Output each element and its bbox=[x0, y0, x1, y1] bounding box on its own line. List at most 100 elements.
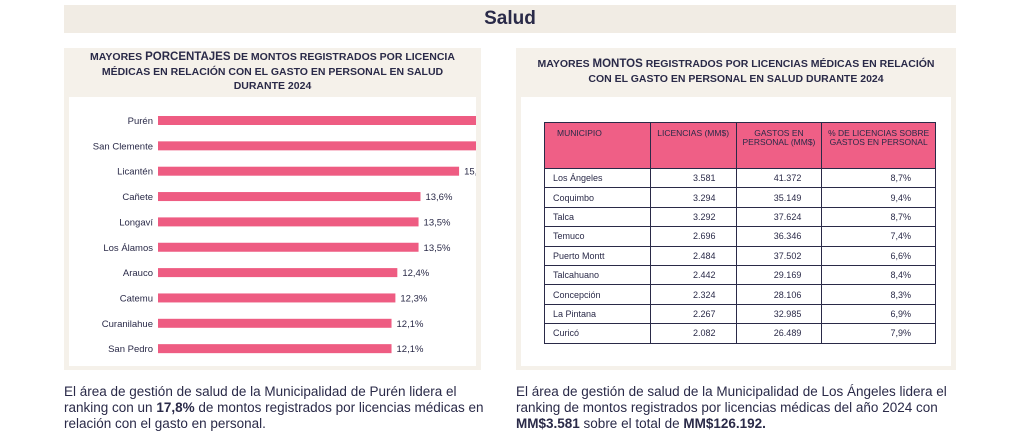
bar-value-label: 15,6% bbox=[464, 167, 476, 178]
cell-municipio: Coquimbo bbox=[544, 187, 651, 208]
section-title: Salud bbox=[484, 8, 536, 29]
left-caption-part1: El área de gestión de salud de la Munici… bbox=[64, 384, 457, 415]
bar-value-label: 12,1% bbox=[397, 319, 424, 330]
bar-chart: Purén17,8%San Clemente17,6%Licantén15,6%… bbox=[93, 116, 476, 355]
cell-municipio: Temuco bbox=[544, 226, 651, 247]
cell-porcentaje: 6,6% bbox=[821, 245, 936, 266]
right-caption-part2: sobre el total de bbox=[579, 415, 684, 431]
right-caption-bold1: MM$3.581 bbox=[516, 415, 580, 431]
bar bbox=[158, 166, 460, 176]
cell-gastos: 29.169 bbox=[735, 264, 823, 286]
cell-porcentaje: 8,4% bbox=[821, 264, 936, 286]
bar bbox=[158, 242, 419, 252]
bar-category-label: Longaví bbox=[119, 217, 153, 228]
table-row: Puerto Montt 2.484 37.502 6,6% bbox=[544, 245, 936, 266]
right-panel: MAYORES MONTOS REGISTRADOS POR LICENCIAS… bbox=[516, 48, 956, 370]
table-row: Temuco 2.696 36.346 7,4% bbox=[544, 226, 936, 247]
bar-category-label: Catemu bbox=[120, 293, 153, 304]
cell-gastos: 37.502 bbox=[735, 245, 823, 266]
cell-licencias: 2.267 bbox=[649, 303, 737, 325]
cell-porcentaje: 8,7% bbox=[821, 206, 936, 228]
cell-gastos: 41.372 bbox=[735, 167, 823, 189]
table-row: La Pintana 2.267 32.985 6,9% bbox=[544, 303, 936, 325]
cell-porcentaje: 7,4% bbox=[821, 226, 936, 247]
header-licencias: LICENCIAS (MM$) bbox=[649, 122, 737, 169]
bar bbox=[158, 141, 476, 151]
cell-municipio: Talca bbox=[544, 206, 651, 228]
table-row: Concepción 2.324 28.106 8,3% bbox=[544, 284, 936, 305]
cell-licencias: 2.324 bbox=[649, 284, 737, 305]
cell-gastos: 36.346 bbox=[735, 226, 823, 247]
table-row: Coquimbo 3.294 35.149 9,4% bbox=[544, 187, 936, 208]
cell-licencias: 2.442 bbox=[649, 264, 737, 286]
cell-licencias: 3.294 bbox=[649, 187, 737, 208]
cell-licencias: 2.696 bbox=[649, 226, 737, 247]
right-panel-title: MAYORES MONTOS REGISTRADOS POR LICENCIAS… bbox=[516, 48, 956, 95]
cell-licencias: 2.082 bbox=[649, 323, 737, 344]
bar-value-label: 13,5% bbox=[424, 217, 451, 228]
bar bbox=[158, 268, 398, 278]
bar bbox=[158, 116, 476, 125]
header-porcentaje: % DE LICENCIAS SOBRE GASTOS EN PERSONAL bbox=[821, 122, 936, 169]
bar bbox=[158, 318, 392, 328]
bar-category-label: Los Álamos bbox=[103, 243, 153, 254]
table-header-row: MUNICIPIO LICENCIAS (MM$) GASTOS EN PERS… bbox=[544, 122, 936, 169]
right-title-post: REGISTRADOS POR LICENCIAS MÉDICAS EN REL… bbox=[588, 57, 935, 86]
bar-value-label: 12,4% bbox=[402, 268, 429, 279]
table-body: Los Ángeles 3.581 41.372 8,7% Coquimbo 3.294 3… bbox=[544, 167, 936, 344]
left-title-strong: PORCENTAJES bbox=[145, 50, 231, 63]
right-title-strong: MONTOS bbox=[592, 57, 643, 70]
header-municipio: MUNICIPIO bbox=[544, 122, 651, 169]
bar-category-label: Arauco bbox=[123, 268, 153, 279]
bar bbox=[158, 192, 421, 202]
table-row: Los Ángeles 3.581 41.372 8,7% bbox=[544, 167, 936, 189]
bar bbox=[158, 293, 396, 303]
left-panel: MAYORES PORCENTAJES DE MONTOS REGISTRADO… bbox=[64, 48, 481, 370]
ranking-table: MUNICIPIO LICENCIAS (MM$) GASTOS EN PERS… bbox=[544, 122, 936, 344]
cell-porcentaje: 8,7% bbox=[821, 167, 936, 189]
table-row: Curicó 2.082 26.489 7,9% bbox=[544, 323, 936, 344]
cell-gastos: 26.489 bbox=[735, 323, 823, 344]
header-gastos: GASTOS EN PERSONAL (MM$) bbox=[735, 122, 823, 169]
cell-licencias: 2.484 bbox=[649, 245, 737, 266]
cell-licencias: 3.581 bbox=[649, 167, 737, 189]
cell-gastos: 32.985 bbox=[735, 303, 823, 325]
left-caption: El área de gestión de salud de la Munici… bbox=[64, 384, 494, 431]
cell-gastos: 37.624 bbox=[735, 206, 823, 228]
left-chart-area: Purén17,8%San Clemente17,6%Licantén15,6%… bbox=[69, 97, 476, 366]
table-row: Talca 3.292 37.624 8,7% bbox=[544, 206, 936, 228]
cell-municipio: La Pintana bbox=[544, 303, 651, 325]
cell-municipio: Talcahuano bbox=[544, 264, 651, 286]
cell-municipio: Puerto Montt bbox=[544, 245, 651, 266]
bar-category-label: Cañete bbox=[122, 192, 153, 203]
left-caption-part2: de montos registrados por licencias médi… bbox=[64, 399, 484, 431]
left-panel-title: MAYORES PORCENTAJES DE MONTOS REGISTRADO… bbox=[64, 48, 481, 95]
bar-category-label: Curanilahue bbox=[102, 319, 153, 330]
cell-municipio: Los Ángeles bbox=[544, 167, 651, 189]
right-caption-part1: El área de gestión de salud de la Munici… bbox=[516, 384, 947, 415]
bar-value-label: 13,5% bbox=[424, 243, 451, 254]
table-row: Talcahuano 2.442 29.169 8,4% bbox=[544, 264, 936, 286]
right-caption-bold2: MM$126.192. bbox=[683, 415, 766, 431]
bar bbox=[158, 217, 419, 227]
cell-gastos: 28.106 bbox=[735, 284, 823, 305]
right-title-pre: MAYORES bbox=[537, 57, 593, 70]
bar-category-label: San Pedro bbox=[108, 344, 153, 355]
cell-municipio: Concepción bbox=[544, 284, 651, 305]
right-caption: El área de gestión de salud de la Munici… bbox=[516, 384, 966, 431]
bar bbox=[158, 344, 392, 354]
cell-porcentaje: 7,9% bbox=[821, 323, 936, 344]
cell-porcentaje: 8,3% bbox=[821, 284, 936, 305]
cell-municipio: Curicó bbox=[544, 323, 651, 344]
left-title-post: DE MONTOS REGISTRADOS POR LICENCIA MÉDIC… bbox=[101, 50, 455, 93]
left-title-pre: MAYORES bbox=[90, 50, 146, 63]
bar-category-label: Licantén bbox=[117, 167, 153, 178]
cell-porcentaje: 9,4% bbox=[821, 187, 936, 208]
left-caption-bold1: 17,8% bbox=[156, 399, 195, 415]
right-table-area: MUNICIPIO LICENCIAS (MM$) GASTOS EN PERS… bbox=[521, 97, 951, 366]
cell-gastos: 35.149 bbox=[735, 187, 823, 208]
section-banner: Salud bbox=[64, 5, 956, 33]
cell-licencias: 3.292 bbox=[649, 206, 737, 228]
bar-value-label: 12,3% bbox=[400, 293, 427, 304]
bar-value-label: 13,6% bbox=[425, 192, 452, 203]
